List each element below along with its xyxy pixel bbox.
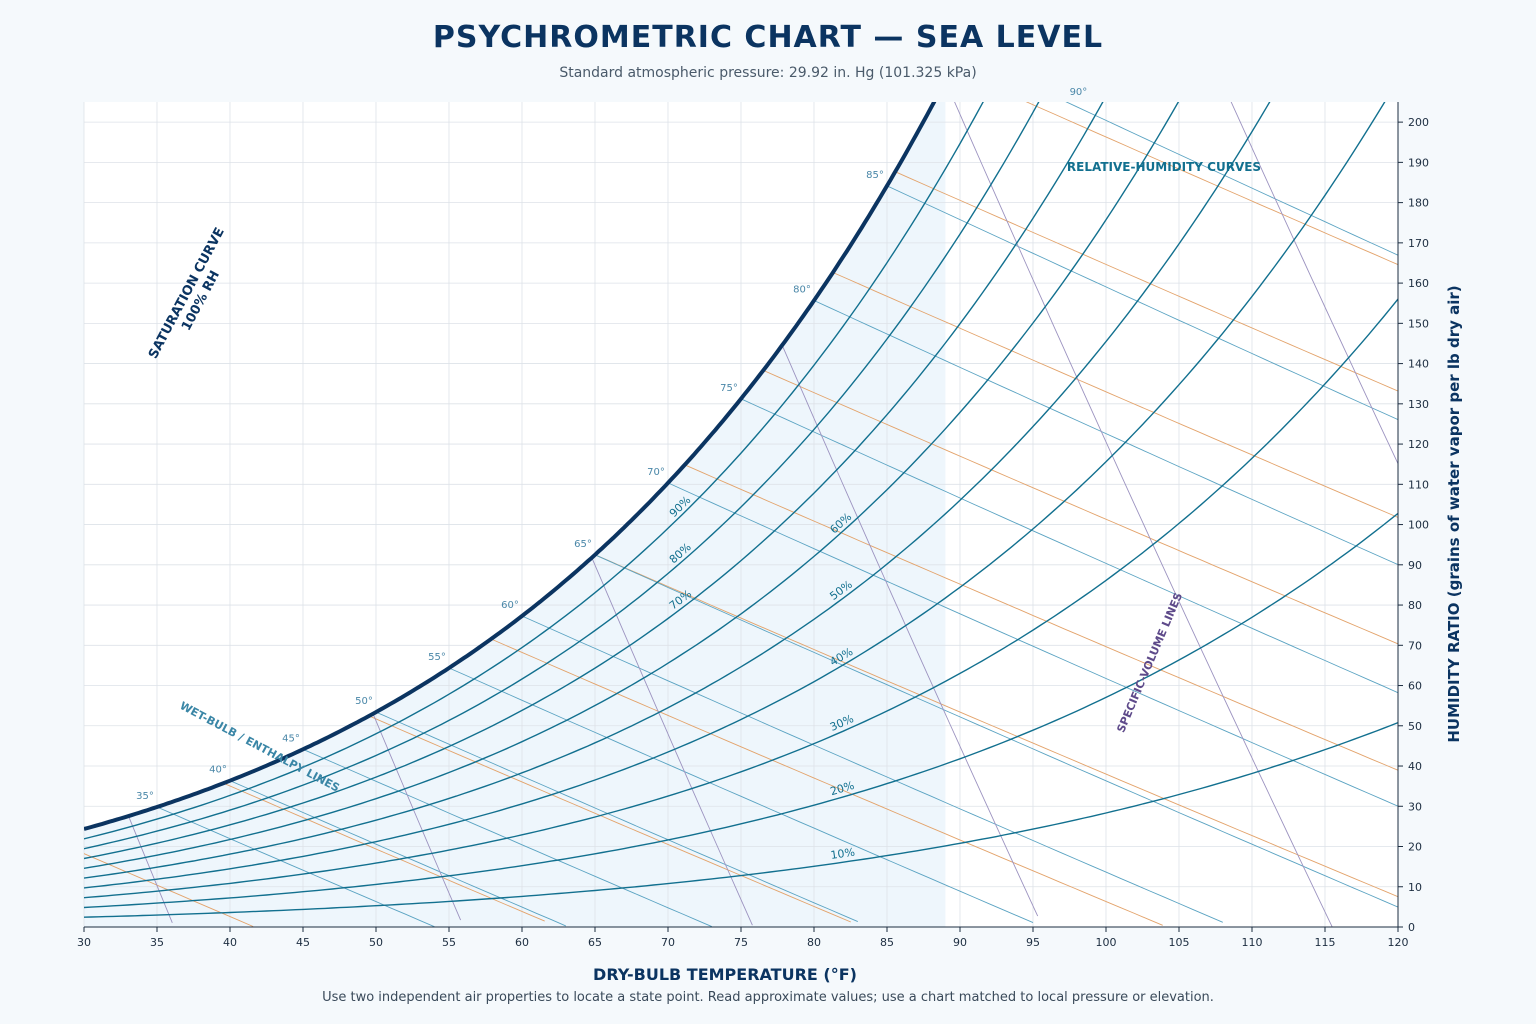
wet-bulb-line (886, 185, 1398, 421)
x-axis-title: DRY-BULB TEMPERATURE (°F) (593, 965, 857, 984)
y-tick-label: 190 (1408, 156, 1429, 169)
wet-bulb-temp-label: 85° (866, 170, 884, 181)
specific-volume-line (128, 815, 173, 923)
y-tick-label: 180 (1408, 197, 1429, 210)
specific-volume-line (1230, 102, 1398, 465)
wet-bulb-temp-label: 75° (720, 383, 738, 394)
shaded-zone (84, 102, 946, 927)
saturation-curve (84, 102, 937, 831)
x-tick-label: 45 (296, 936, 310, 949)
y-tick-label: 70 (1408, 639, 1422, 652)
chart-subtitle: Standard atmospheric pressure: 29.92 in.… (559, 65, 977, 81)
y-tick-label: 110 (1408, 478, 1429, 491)
y-tick-label: 200 (1408, 116, 1429, 129)
specific-volume-line (781, 345, 1039, 917)
y-tick-label: 100 (1408, 519, 1429, 532)
specific-volume-line (591, 557, 753, 926)
wet-bulb-line (156, 806, 435, 927)
x-tick-label: 50 (369, 936, 383, 949)
y-tick-label: 160 (1408, 277, 1429, 290)
enthalpy-line (832, 272, 1398, 518)
x-tick-label: 120 (1388, 936, 1409, 949)
y-tick-label: 60 (1408, 680, 1422, 693)
wet-bulb-line (448, 667, 1034, 924)
x-tick-label: 75 (734, 936, 748, 949)
y-tick-label: 170 (1408, 237, 1429, 250)
rh-curve (84, 102, 1180, 869)
x-tick-label: 70 (661, 936, 675, 949)
rh-curve (84, 512, 1398, 909)
x-tick-label: 30 (77, 936, 91, 949)
x-tick-label: 85 (880, 936, 894, 949)
wet-bulb-temp-label: 90° (1070, 87, 1088, 98)
x-tick-label: 90 (953, 936, 967, 949)
wet-bulb-line (667, 482, 1398, 807)
x-tick-label: 35 (150, 936, 164, 949)
y-tick-label: 50 (1408, 720, 1422, 733)
rh-curve-label: 10% (830, 846, 856, 862)
rh-curve (84, 102, 1104, 860)
wet-bulb-temp-label: 60° (501, 600, 519, 611)
x-tick-label: 60 (515, 936, 529, 949)
rh-curve (84, 102, 1386, 889)
enthalpy-line (1025, 102, 1398, 266)
footer-note: Use two independent air properties to lo… (322, 990, 1214, 1005)
y-tick-label: 20 (1408, 841, 1422, 854)
wet-bulb-temp-label: 50° (355, 696, 373, 707)
y-tick-label: 40 (1408, 760, 1422, 773)
enthalpy-line (594, 554, 1398, 898)
y-tick-label: 90 (1408, 559, 1422, 572)
wet-bulb-line (375, 711, 858, 923)
y-axis-title: HUMIDITY RATIO (grains of water vapor pe… (1445, 285, 1463, 742)
enthalpy-line (368, 715, 851, 923)
specific-volume-line (372, 713, 462, 921)
enthalpy-line (895, 171, 1398, 392)
x-tick-label: 40 (223, 936, 237, 949)
wet-bulb-temp-label: 80° (793, 285, 811, 296)
wet-bulb-temp-label: 70° (647, 467, 665, 478)
y-tick-label: 80 (1408, 599, 1422, 612)
rh-curves-label: RELATIVE-HUMIDITY CURVES (1067, 160, 1261, 174)
chart-title: PSYCHROMETRIC CHART — SEA LEVEL (432, 20, 1104, 55)
wet-bulb-temp-label: 40° (209, 765, 227, 776)
rh-curve (84, 102, 1040, 850)
specific-volume-line (954, 102, 1333, 927)
y-tick-label: 130 (1408, 398, 1429, 411)
wet-bulb-temp-label: 65° (574, 539, 592, 550)
wet-bulb-temp-label: 45° (282, 733, 300, 744)
rh-curve (84, 102, 1271, 879)
enthalpy-line (763, 369, 1398, 645)
x-tick-label: 100 (1096, 936, 1117, 949)
enthalpy-line (684, 464, 1398, 771)
y-tick-label: 140 (1408, 358, 1429, 371)
x-tick-label: 95 (1026, 936, 1040, 949)
rh-curve (84, 298, 1398, 899)
x-tick-label: 65 (588, 936, 602, 949)
wet-bulb-line (740, 398, 1398, 694)
x-tick-label: 55 (442, 936, 456, 949)
wet-bulb-line (229, 780, 566, 927)
y-tick-label: 30 (1408, 800, 1422, 813)
x-tick-label: 110 (1242, 936, 1263, 949)
rh-curve (84, 102, 984, 840)
y-tick-label: 10 (1408, 881, 1422, 894)
rh-curve (84, 721, 1398, 918)
enthalpy-line (84, 853, 254, 927)
y-tick-label: 0 (1408, 921, 1415, 934)
x-tick-label: 115 (1315, 936, 1336, 949)
wet-bulb-temp-label: 55° (428, 652, 446, 663)
wet-bulb-temp-label: 35° (136, 791, 154, 802)
x-tick-label: 80 (807, 936, 821, 949)
y-tick-label: 120 (1408, 438, 1429, 451)
y-tick-label: 150 (1408, 317, 1429, 330)
enthalpy-line (490, 638, 1163, 926)
x-tick-label: 105 (1169, 936, 1190, 949)
wet-bulb-line (1065, 102, 1398, 256)
